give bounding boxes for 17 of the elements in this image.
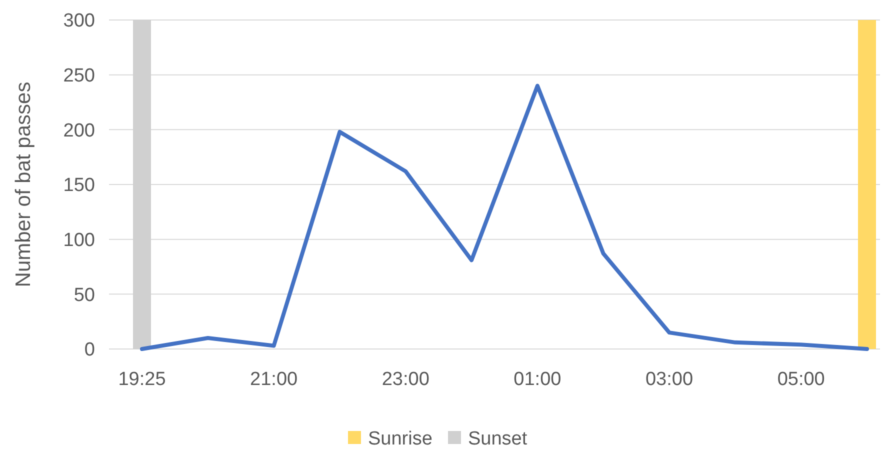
y-tick-label: 150 [63, 175, 95, 196]
x-tick-label: 03:00 [646, 369, 694, 390]
x-tick-label: 05:00 [777, 369, 825, 390]
legend-label: Sunrise [368, 428, 432, 450]
y-tick-label: 200 [63, 120, 95, 142]
y-tick-label: 250 [63, 65, 95, 86]
y-tick-label: 0 [84, 340, 95, 361]
legend-label: Sunset [468, 428, 528, 450]
y-axis-title: Number of bat passes [12, 82, 35, 288]
x-tick-label: 01:00 [514, 369, 562, 390]
y-tick-label: 100 [63, 230, 95, 251]
y-tick-label: 50 [74, 284, 95, 306]
y-tick-label: 300 [63, 10, 95, 32]
x-tick-label: 19:25 [118, 369, 166, 390]
line-series [140, 84, 869, 351]
x-tick-label: 21:00 [250, 369, 298, 390]
x-tick-label: 23:00 [382, 369, 430, 390]
